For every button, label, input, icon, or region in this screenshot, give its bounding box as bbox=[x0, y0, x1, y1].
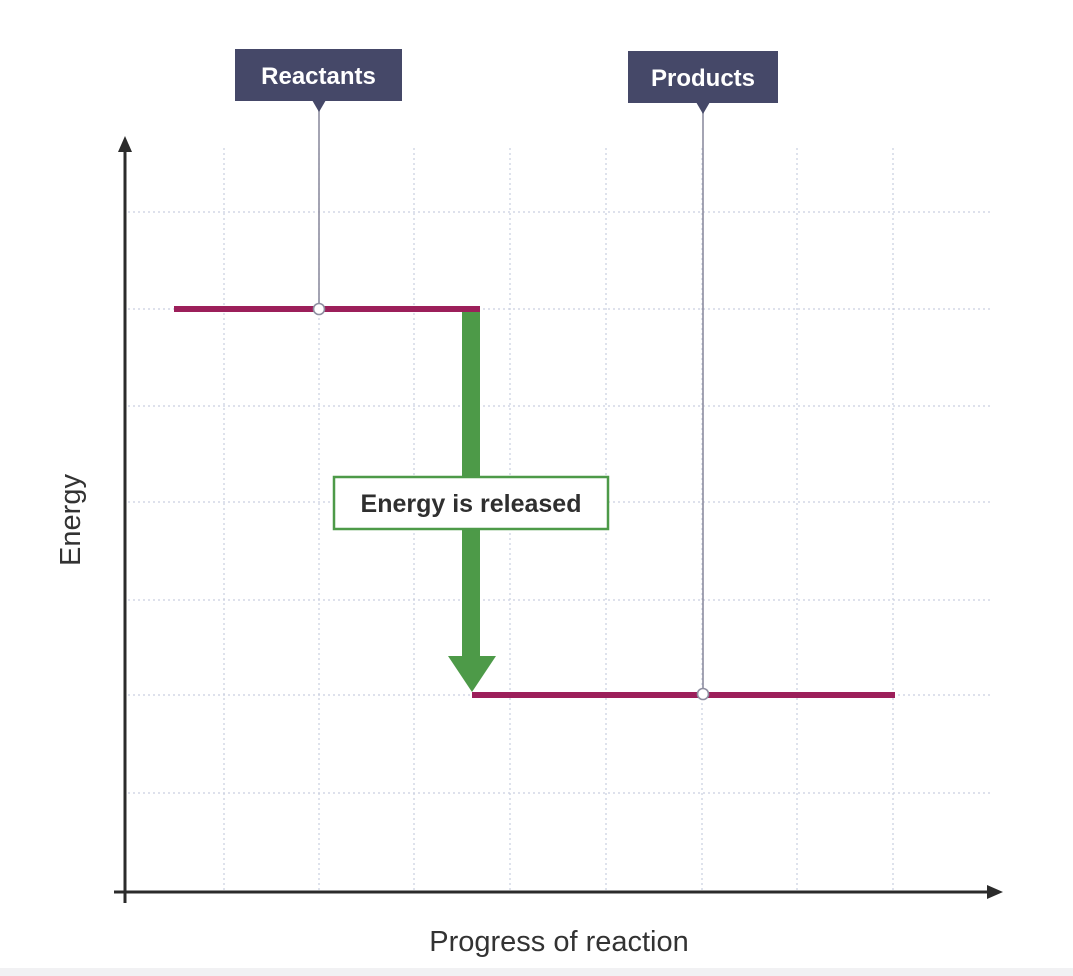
reactants-label: Reactants bbox=[235, 49, 402, 112]
energy-released-callout: Energy is released bbox=[332, 475, 610, 531]
axes bbox=[114, 136, 1003, 903]
products-label: Products bbox=[628, 51, 778, 114]
x-axis-title: Progress of reaction bbox=[429, 926, 689, 958]
products-label-pointer bbox=[696, 102, 710, 114]
bottom-strip bbox=[0, 968, 1073, 976]
reactants-marker bbox=[312, 302, 326, 316]
reactants-label-text: Reactants bbox=[261, 63, 376, 90]
products-marker bbox=[696, 687, 710, 701]
callout-text: Energy is released bbox=[361, 490, 582, 518]
callout-box bbox=[332, 475, 610, 531]
reactants-label-pointer bbox=[312, 100, 326, 112]
y-axis-title: Energy bbox=[55, 474, 87, 566]
arrow-head bbox=[448, 656, 496, 692]
products-label-box bbox=[628, 51, 778, 103]
reactants-label-box bbox=[235, 49, 402, 101]
products-label-text: Products bbox=[651, 65, 755, 92]
y-axis-arrowhead bbox=[118, 136, 132, 152]
x-axis-arrowhead bbox=[987, 885, 1003, 899]
